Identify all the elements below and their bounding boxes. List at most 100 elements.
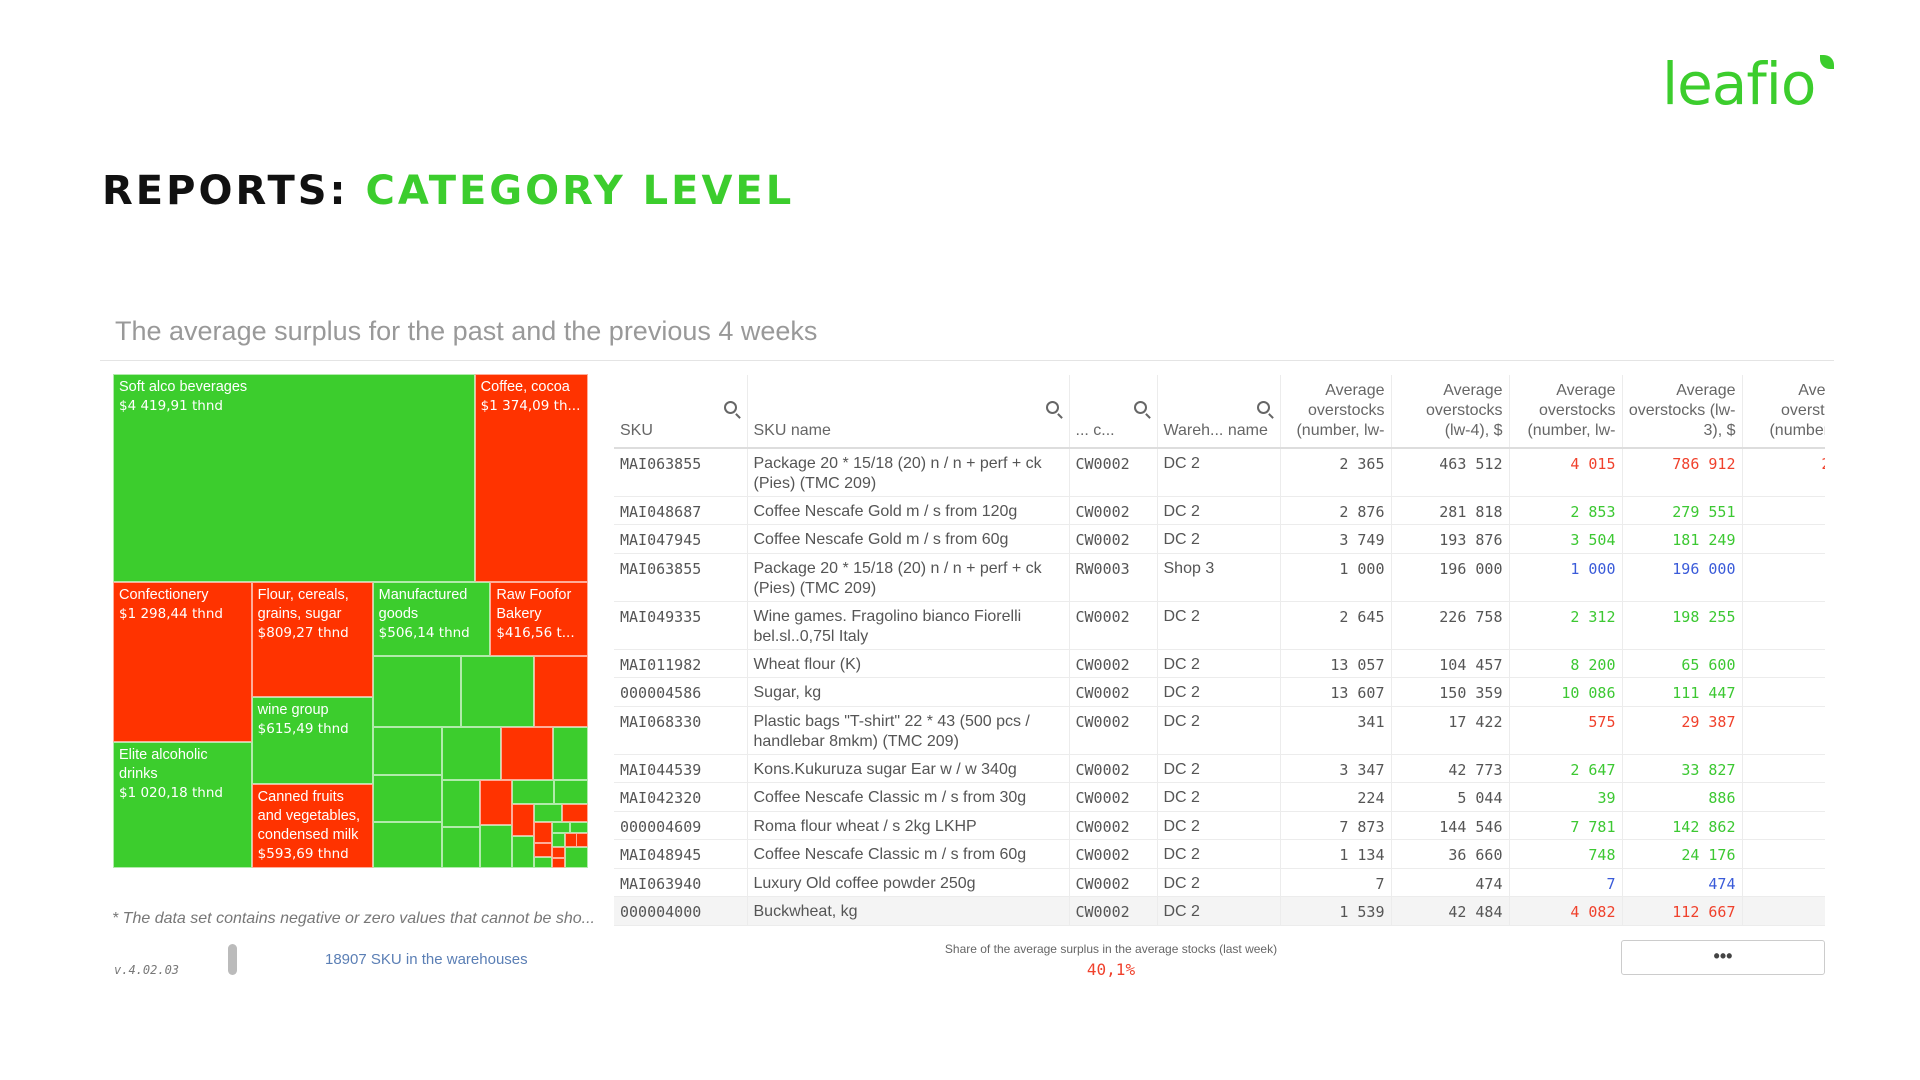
treemap-tile-small[interactable]: [552, 858, 566, 868]
cell-v3: 7 781: [1509, 811, 1623, 840]
treemap-tile-small[interactable]: [533, 655, 588, 727]
page-title: REPORTS: CATEGORY LEVEL: [102, 168, 794, 214]
column-header[interactable]: Average overstocks (lw-4), $: [1391, 375, 1510, 449]
column-header-label: SKU name: [753, 422, 831, 439]
treemap-tile-small[interactable]: [553, 726, 588, 780]
cell-v3: 2 647: [1509, 754, 1623, 783]
cell-wh: DC 2: [1157, 754, 1281, 783]
treemap-tile-small[interactable]: [533, 856, 552, 868]
cell-v5: 2 9: [1742, 524, 1825, 554]
search-icon[interactable]: [1045, 401, 1059, 414]
table-row[interactable]: MAI042320 Coffee Nescafe Classic m / s fr…: [614, 782, 1825, 812]
sku-count-link[interactable]: 18907 SKU in the warehouses: [325, 951, 528, 968]
category-treemap[interactable]: Soft alco beverages $4 419,91 thnd Coffee,…: [113, 374, 589, 868]
treemap-tile-small[interactable]: [372, 822, 442, 868]
table-row[interactable]: MAI047945 Coffee Nescafe Gold m / s from …: [614, 524, 1825, 554]
cell-code: CW0002: [1069, 868, 1158, 897]
treemap-tile-small[interactable]: [461, 655, 534, 727]
cell-sku: MAI048945: [614, 839, 748, 869]
cell-name: Plastic bags "T-shirt" 22 * 43 (500 pcs …: [747, 706, 1070, 755]
treemap-tile-small[interactable]: [533, 821, 552, 843]
cell-v4: 29 387: [1622, 706, 1743, 755]
treemap-tile-small[interactable]: [512, 804, 534, 836]
column-header[interactable]: Average overstocks (number, lw-: [1742, 375, 1825, 449]
treemap-tile[interactable]: Confectionery $1 298,44 thnd: [113, 582, 252, 742]
cell-v1: 3 749: [1280, 524, 1392, 554]
cell-wh: DC 2: [1157, 868, 1281, 897]
treemap-tile-small[interactable]: [372, 726, 442, 775]
cell-v4: 886: [1622, 782, 1743, 812]
cell-name: Coffee Nescafe Gold m / s from 60g: [747, 524, 1070, 554]
column-header-label: ... c...: [1075, 422, 1115, 439]
more-options-button[interactable]: •••: [1621, 940, 1825, 975]
report-subtitle: The average surplus for the past and the…: [115, 316, 818, 346]
treemap-tile-small[interactable]: [565, 847, 588, 868]
cell-v1: 1 134: [1280, 839, 1392, 869]
treemap-tile-small[interactable]: [562, 804, 588, 822]
leafio-logo: leafio: [1662, 50, 1816, 118]
cell-v4: 279 551: [1622, 496, 1743, 525]
cell-v4: 786 912: [1622, 448, 1743, 497]
table-row[interactable]: MAI063940 Luxury Old coffee powder 250g CW…: [614, 868, 1825, 897]
treemap-tile[interactable]: Raw Foofor Bakery $416,56 t...: [490, 582, 588, 656]
sku-table: SKU SKU name ... c... Wareh... name Average …: [614, 375, 1825, 927]
treemap-tile-small[interactable]: [512, 780, 554, 804]
table-row[interactable]: 000004586 Sugar, kg CW0002 DC 2 13 607 150 35…: [614, 677, 1825, 707]
treemap-tile[interactable]: Elite alcoholic drinks $1 020,18 thnd: [113, 742, 252, 868]
search-icon[interactable]: [723, 401, 737, 414]
table-row[interactable]: MAI049335 Wine games. Fragolino bianco Fi…: [614, 601, 1825, 650]
cell-name: Package 20 * 15/18 (20) n / n + perf + c…: [747, 553, 1070, 602]
cell-wh: DC 2: [1157, 677, 1281, 707]
treemap-tile-small[interactable]: [569, 821, 588, 834]
cell-v5: 20 2: [1742, 448, 1825, 497]
column-header[interactable]: Average overstocks (number, lw-: [1509, 375, 1623, 449]
treemap-tile-small[interactable]: [372, 655, 461, 727]
treemap-tile-small[interactable]: [552, 821, 570, 834]
cell-v3: 3 504: [1509, 524, 1623, 554]
version-label: v.4.02.03: [114, 963, 180, 977]
treemap-tile-small[interactable]: [576, 833, 589, 848]
column-header[interactable]: Average overstocks (number, lw-: [1280, 375, 1392, 449]
table-row[interactable]: MAI048945 Coffee Nescafe Classic m / s fr…: [614, 839, 1825, 869]
treemap-tile-small[interactable]: [552, 847, 566, 859]
treemap-tile-small[interactable]: [553, 780, 588, 804]
table-row[interactable]: MAI044539 Kons.Kukuruza sugar Ear w / w 3…: [614, 754, 1825, 783]
treemap-tile-small[interactable]: [533, 842, 552, 857]
treemap-tile[interactable]: Soft alco beverages $4 419,91 thnd: [113, 374, 475, 582]
table-row[interactable]: MAI063855 Package 20 * 15/18 (20) n / n +…: [614, 448, 1825, 497]
table-row[interactable]: MAI068330 Plastic bags "T-shirt" 22 * 43 …: [614, 706, 1825, 755]
column-header[interactable]: SKU name: [747, 375, 1070, 449]
treemap-tile-small[interactable]: [372, 775, 442, 823]
column-header[interactable]: SKU: [614, 375, 748, 449]
treemap-tile-small[interactable]: [533, 804, 562, 822]
treemap-tile-small[interactable]: [479, 780, 512, 825]
treemap-tile-small[interactable]: [479, 825, 512, 868]
column-header[interactable]: Average overstocks (lw-3), $: [1622, 375, 1743, 449]
treemap-tile-small[interactable]: [442, 780, 480, 828]
search-icon[interactable]: [1133, 401, 1147, 414]
table-row[interactable]: MAI063855 Package 20 * 15/18 (20) n / n +…: [614, 553, 1825, 602]
treemap-tile-small[interactable]: [442, 726, 501, 780]
cell-v4: 198 255: [1622, 601, 1743, 650]
treemap-tile[interactable]: Coffee, cocoa $1 374,09 th...: [474, 374, 588, 582]
treemap-tile[interactable]: Manufactured goods $506,14 thnd: [372, 582, 491, 656]
treemap-tile[interactable]: Flour, cereals, grains, sugar $809,27 thn…: [251, 582, 373, 698]
table-row[interactable]: 000004609 Roma flour wheat / s 2kg LKHP CW…: [614, 811, 1825, 840]
cell-v4: 65 600: [1622, 649, 1743, 678]
search-icon[interactable]: [1256, 401, 1270, 414]
cell-v4: 196 000: [1622, 553, 1743, 602]
scrollbar-handle[interactable]: [228, 944, 237, 975]
column-header[interactable]: ... c...: [1069, 375, 1158, 449]
share-caption: Share of the average surplus in the aver…: [944, 942, 1278, 956]
cell-wh: DC 2: [1157, 706, 1281, 755]
treemap-tile-small[interactable]: [442, 827, 480, 868]
treemap-tile-small[interactable]: [512, 836, 534, 868]
table-row[interactable]: MAI048687 Coffee Nescafe Gold m / s from …: [614, 496, 1825, 525]
table-row[interactable]: MAI011982 Wheat flour (K) CW0002 DC 2 13 057…: [614, 649, 1825, 678]
treemap-tile[interactable]: Canned fruits and vegetables, condensed …: [251, 784, 373, 868]
treemap-tile[interactable]: wine group $615,49 thnd: [251, 697, 373, 784]
treemap-tile-small[interactable]: [501, 726, 553, 780]
treemap-tile-small[interactable]: [552, 833, 566, 848]
column-header[interactable]: Wareh... name: [1157, 375, 1281, 449]
